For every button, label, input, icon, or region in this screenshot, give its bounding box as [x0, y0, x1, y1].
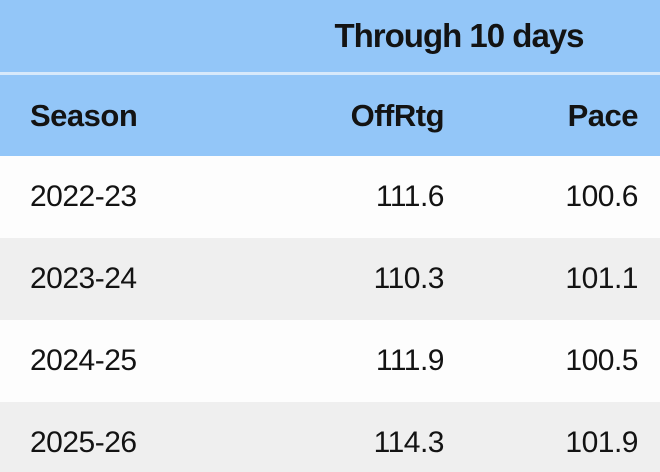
column-header-pace: Pace — [567, 97, 639, 133]
cell-offrtg: 114.3 — [373, 426, 445, 459]
cell-offrtg: 111.6 — [375, 180, 445, 213]
cell-season: 2023-24 — [30, 262, 137, 295]
group-header-row: Through 10 days — [0, 0, 660, 72]
cell-season: 2024-25 — [30, 344, 137, 377]
table-header: Through 10 days Season OffRtg Pace — [0, 0, 660, 156]
table-row-2025-26: 2025-26 114.3 101.9 — [0, 402, 660, 472]
table-row-2023-24: 2023-24 110.3 101.1 — [0, 238, 660, 320]
cell-season: 2022-23 — [30, 180, 137, 213]
table-row-2024-25: 2024-25 111.9 100.5 — [0, 320, 660, 402]
cell-pace: 100.5 — [565, 344, 638, 377]
table-row-2022-23: 2022-23 111.6 100.6 — [0, 156, 660, 238]
group-header-label: Through 10 days — [334, 17, 584, 54]
cell-pace: 100.6 — [565, 180, 638, 213]
column-header-row: Season OffRtg Pace — [0, 75, 660, 156]
header-divider — [0, 72, 660, 75]
cell-season: 2025-26 — [30, 426, 137, 459]
cell-offrtg: 110.3 — [373, 262, 445, 295]
column-header-season: Season — [30, 97, 138, 133]
cell-offrtg: 111.9 — [375, 344, 445, 377]
table-body: 2022-23 111.6 100.6 2023-24 110.3 101.1 … — [0, 156, 660, 472]
cell-pace: 101.1 — [565, 262, 638, 295]
cell-pace: 101.9 — [565, 426, 638, 459]
column-header-offrtg: OffRtg — [350, 97, 445, 133]
